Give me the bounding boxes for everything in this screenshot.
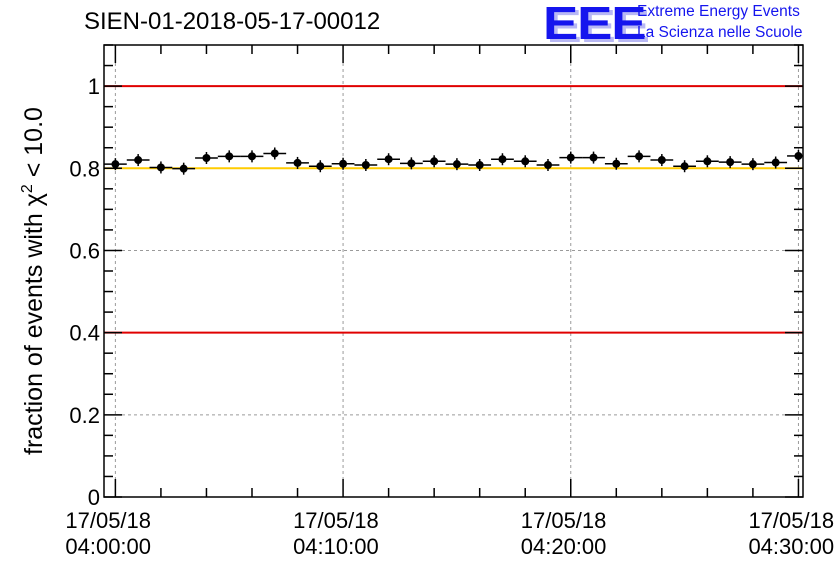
x-tick-time: 04:30:00 (748, 534, 834, 559)
logo-line-1: Extreme Energy Events (637, 3, 800, 20)
data-marker (748, 160, 757, 169)
data-marker (635, 152, 644, 161)
data-point (559, 151, 583, 164)
data-marker (680, 162, 689, 171)
data-point (263, 147, 287, 160)
y-axis-label-tail: < 10.0 (20, 107, 48, 184)
y-tick-label: 0.6 (69, 238, 100, 263)
data-point (172, 162, 196, 175)
y-tick-label: 1 (88, 74, 100, 99)
y-tick-label: 0.2 (69, 403, 100, 428)
plot-frame (103, 44, 804, 498)
data-point (764, 156, 788, 169)
data-marker (612, 159, 621, 168)
data-marker (521, 157, 530, 166)
data-point (240, 150, 264, 163)
data-marker (589, 153, 598, 162)
data-marker (657, 156, 666, 165)
grid (104, 45, 803, 497)
x-tick-date: 17/05/18 (65, 508, 151, 533)
data-point (377, 153, 400, 166)
data-marker (498, 155, 507, 164)
data-marker (339, 159, 348, 168)
data-marker (407, 159, 416, 168)
data-marker (202, 154, 211, 162)
data-marker (475, 160, 484, 169)
data-point (491, 153, 514, 166)
axes (103, 44, 804, 498)
y-tick-label: 0.4 (69, 321, 100, 346)
data-point (126, 154, 150, 167)
y-axis-label-main: fraction of events with (20, 206, 48, 455)
data-marker (543, 160, 552, 169)
data-point (673, 160, 696, 173)
data-point (741, 158, 765, 171)
y-tick-label: 0 (88, 485, 100, 510)
data-point (468, 158, 492, 171)
data-point (582, 151, 605, 164)
data-point (604, 157, 628, 170)
data-point (286, 156, 309, 169)
logo-line-2: La Scienza nelle Scuole (637, 24, 803, 41)
data-point (650, 154, 674, 167)
x-tick-time: 04:00:00 (65, 534, 151, 559)
x-tick-label: 17/05/18 04:10:00 (293, 508, 379, 559)
data-marker (156, 163, 165, 172)
y-tick-label: 0.8 (69, 156, 100, 181)
x-tick-label: 17/05/18 04:30:00 (748, 508, 834, 559)
data-series (104, 147, 803, 175)
data-marker (179, 164, 188, 173)
data-marker (771, 158, 780, 167)
data-marker (225, 152, 234, 161)
y-axis-label-symbol: χ (20, 193, 48, 206)
data-point (718, 156, 742, 169)
data-point (354, 158, 378, 171)
data-marker (566, 153, 575, 162)
data-marker (794, 151, 803, 160)
data-point (627, 150, 651, 163)
data-marker (726, 158, 735, 167)
data-marker (134, 156, 143, 165)
data-point (445, 158, 469, 171)
x-tick-label: 17/05/18 04:20:00 (521, 508, 607, 559)
y-axis-label: fraction of events with χ2 < 10.0 (19, 107, 48, 455)
data-marker (361, 160, 370, 169)
data-point (422, 155, 446, 168)
data-marker (430, 157, 439, 166)
data-marker (247, 152, 256, 161)
data-point (695, 155, 719, 168)
data-point (331, 157, 355, 170)
data-point (513, 155, 537, 168)
data-marker (452, 160, 461, 169)
data-marker (293, 158, 302, 167)
x-tick-date: 17/05/18 (293, 508, 379, 533)
data-point (536, 158, 560, 171)
data-marker (384, 155, 393, 164)
chart-title: SIEN-01-2018-05-17-00012 (84, 8, 381, 35)
data-marker (270, 149, 279, 158)
reference-lines (104, 85, 803, 334)
data-point (399, 157, 423, 170)
x-tick-time: 04:10:00 (293, 534, 379, 559)
y-axis-label-sup: 2 (19, 184, 36, 193)
x-tick-label: 17/05/18 04:00:00 (65, 508, 151, 559)
data-point (195, 152, 218, 164)
data-point (217, 150, 241, 163)
data-point (787, 149, 803, 162)
x-tick-time: 04:20:00 (521, 534, 607, 559)
eee-logo-icon: EEE (543, 0, 647, 49)
data-point (104, 158, 127, 171)
data-marker (703, 157, 712, 166)
x-tick-date: 17/05/18 (748, 508, 834, 533)
x-tick-date: 17/05/18 (521, 508, 607, 533)
data-point (308, 160, 332, 173)
data-point (149, 161, 173, 174)
data-marker (316, 162, 325, 171)
data-marker (111, 160, 120, 169)
